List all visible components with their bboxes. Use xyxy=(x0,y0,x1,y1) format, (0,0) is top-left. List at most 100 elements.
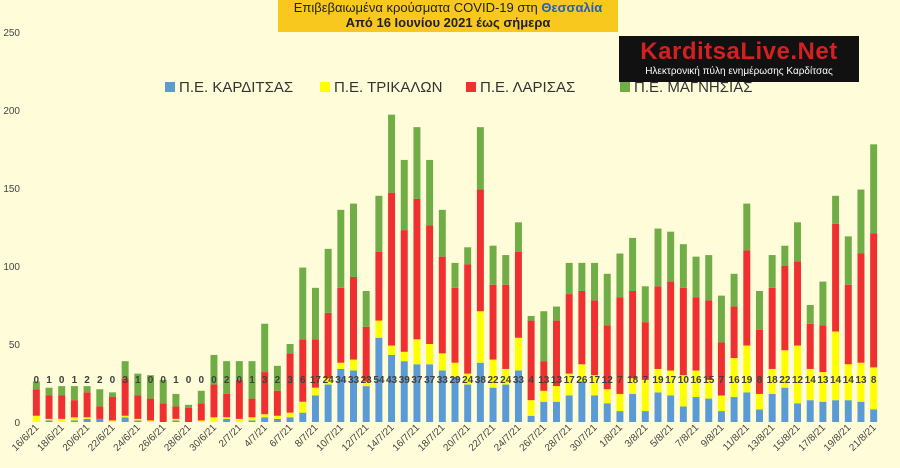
bar-segment xyxy=(527,400,535,416)
data-label: 7 xyxy=(617,375,623,386)
data-label: 14 xyxy=(830,375,842,386)
bar-segment xyxy=(768,393,776,422)
bar-segment xyxy=(159,403,167,422)
bar-segment xyxy=(832,331,840,401)
data-label: 0 xyxy=(34,375,40,386)
data-label: 33 xyxy=(437,375,449,386)
data-label: 12 xyxy=(792,375,804,386)
data-label: 0 xyxy=(59,375,65,386)
bar-segment xyxy=(870,144,878,234)
y-tick-label: 100 xyxy=(3,262,20,273)
bar-segment xyxy=(273,415,281,419)
bar-segment xyxy=(743,203,751,251)
bar-segment xyxy=(794,403,802,422)
bar-segment xyxy=(197,420,205,422)
bar-segment xyxy=(375,195,383,252)
x-tick-label: 12/7/21 xyxy=(340,422,372,454)
bar-segment xyxy=(350,276,357,360)
bar-segment xyxy=(603,403,611,422)
bar-segment xyxy=(350,370,357,422)
bar-segment xyxy=(832,195,840,224)
bar-segment xyxy=(400,361,408,422)
bar-segment xyxy=(591,262,599,301)
bar-segment xyxy=(337,209,345,288)
data-label: 33 xyxy=(348,375,360,386)
bar-segment xyxy=(654,286,662,369)
data-label: 0 xyxy=(186,375,192,386)
data-label: 2 xyxy=(224,375,230,386)
data-label: 18 xyxy=(627,375,639,386)
y-tick-label: 0 xyxy=(14,418,20,429)
bar-segment xyxy=(616,297,624,394)
bar-segment xyxy=(159,379,167,404)
bar-segment xyxy=(502,284,510,369)
bar-segment xyxy=(603,273,611,326)
bar-segment xyxy=(451,362,459,377)
bar-segment xyxy=(730,273,738,307)
bar-segment xyxy=(743,345,751,393)
x-tick-label: 3/8/21 xyxy=(623,422,651,450)
bar-segment xyxy=(45,395,53,419)
data-label: 22 xyxy=(487,375,499,386)
title-line-1: Επιβεβαιωμένα κρούσματα COVID-19 στη Θεσ… xyxy=(278,0,618,15)
bar-segment xyxy=(692,370,700,398)
bar-segment xyxy=(654,228,662,287)
bar-segment xyxy=(527,315,535,321)
logo-tagline: Ηλεκτρονική πύλη ενημέρωσης Καρδίτσας xyxy=(645,66,833,77)
bar-segment xyxy=(794,222,802,262)
bar-segment xyxy=(134,373,142,396)
bar-segment xyxy=(794,261,802,346)
karditsalive-logo: KarditsaLive.Net Ηλεκτρονική πύλη ενημέρ… xyxy=(619,36,859,82)
bar-segment xyxy=(96,418,104,422)
bar-segment xyxy=(527,415,535,422)
data-label: 13 xyxy=(817,375,829,386)
bar-segment xyxy=(210,354,218,385)
bar-segment xyxy=(755,393,763,410)
bar-segment xyxy=(388,192,396,346)
bars-layer xyxy=(32,114,878,422)
bar-segment xyxy=(641,379,649,412)
bar-segment xyxy=(857,189,865,254)
bar-segment xyxy=(819,401,827,422)
bar-segment xyxy=(540,401,548,422)
bar-segment xyxy=(540,361,548,391)
y-tick-label: 150 xyxy=(3,184,20,195)
bar-segment xyxy=(223,417,231,419)
bar-segment xyxy=(375,320,383,338)
title-line-2: Από 16 Ιουνίου 2021 έως σήμερα xyxy=(345,15,551,30)
x-tick-label: 2/7/21 xyxy=(217,422,245,450)
bar-segment xyxy=(654,392,662,422)
bar-segment xyxy=(870,233,878,368)
bar-segment xyxy=(565,395,573,422)
bar-segment xyxy=(553,386,560,402)
bar-segment xyxy=(489,245,497,285)
bar-segment xyxy=(476,127,484,190)
bar-segment xyxy=(781,350,789,388)
bar-segment xyxy=(45,387,53,396)
bar-segment xyxy=(311,387,319,396)
bar-segment xyxy=(172,420,180,422)
bar-segment xyxy=(717,295,725,343)
bar-segment xyxy=(337,362,345,369)
data-label: 1 xyxy=(46,375,52,386)
bar-segment xyxy=(464,247,472,265)
x-axis: 16/6/2118/6/2120/6/2122/6/2124/6/2126/6/… xyxy=(10,422,879,454)
bar-segment xyxy=(121,361,129,379)
data-label: 37 xyxy=(411,375,423,386)
bar-segment xyxy=(476,362,484,422)
y-tick-label: 250 xyxy=(3,28,20,39)
title-prefix: Επιβεβαιωμένα κρούσματα COVID-19 στη xyxy=(293,0,542,15)
bar-segment xyxy=(641,411,649,422)
bar-segment xyxy=(121,415,129,418)
bar-segment xyxy=(413,198,421,340)
bar-segment xyxy=(83,417,91,419)
bar-segment xyxy=(616,411,624,422)
bar-segment xyxy=(629,237,637,291)
bar-segment xyxy=(489,387,497,422)
bar-segment xyxy=(299,401,307,413)
bar-segment xyxy=(451,262,459,288)
data-label: 13 xyxy=(538,375,550,386)
bar-segment xyxy=(96,406,104,419)
bar-segment xyxy=(794,345,802,404)
bar-segment xyxy=(70,417,78,421)
